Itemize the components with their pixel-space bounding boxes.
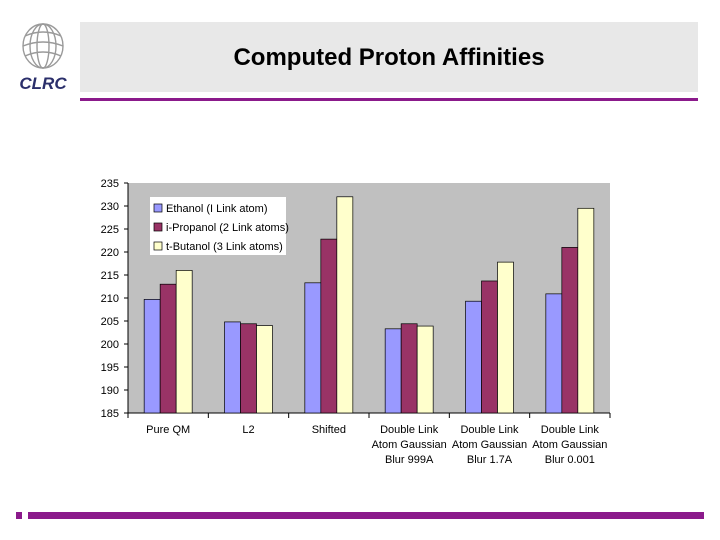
bar <box>416 325 434 414</box>
y-tick-label: 235 <box>101 178 119 190</box>
bar <box>497 261 514 414</box>
y-tick-label: 220 <box>101 247 119 259</box>
y-tick-label: 185 <box>101 408 119 420</box>
legend-label: i-Propanol (2 Link atoms) <box>166 222 289 234</box>
clrc-logo: CLRC <box>12 18 74 93</box>
x-category-label: Double Link Atom Gaussian Blur 999A <box>372 424 447 466</box>
bar <box>304 282 322 414</box>
bar <box>143 299 161 414</box>
x-category-label: Double Link Atom Gaussian Blur 0.001 <box>532 424 607 466</box>
legend-label: t-Butanol (3 Link atoms) <box>166 241 283 253</box>
y-tick-label: 225 <box>101 224 119 236</box>
bar <box>465 300 482 414</box>
bar <box>240 323 257 414</box>
bar <box>577 207 595 414</box>
bar <box>224 321 241 414</box>
y-tick-label: 190 <box>101 385 119 397</box>
x-category-label: Pure QM <box>146 424 190 436</box>
logo-text: CLRC <box>19 74 67 93</box>
x-category-label: L2 <box>242 424 254 436</box>
bar <box>256 325 273 414</box>
bar <box>384 328 402 414</box>
y-tick-label: 230 <box>101 201 119 213</box>
bar <box>481 280 498 414</box>
y-tick-label: 195 <box>101 362 119 374</box>
x-category-label: Double Link Atom Gaussian Blur 1.7A <box>452 424 527 466</box>
legend-swatch <box>153 203 163 213</box>
logo-globe-icon <box>22 23 64 69</box>
bar <box>175 270 193 414</box>
bar <box>159 283 177 414</box>
legend-box <box>150 197 286 255</box>
footer-rule <box>28 512 704 519</box>
x-category-label: Shifted <box>312 424 346 436</box>
y-tick-label: 200 <box>101 339 119 351</box>
legend-swatch <box>153 241 163 251</box>
title-divider <box>80 98 698 101</box>
y-tick-label: 205 <box>101 316 119 328</box>
footer-rule-cap <box>16 512 22 519</box>
bar <box>561 247 579 414</box>
bar <box>545 293 563 414</box>
bar <box>336 196 354 414</box>
slide-title: Computed Proton Affinities <box>233 44 545 71</box>
legend-label: Ethanol (I Link atom) <box>166 203 268 215</box>
title-band <box>80 22 698 92</box>
bar <box>320 238 338 414</box>
y-tick-label: 215 <box>101 270 119 282</box>
bar <box>400 323 418 414</box>
legend-swatch <box>153 222 163 232</box>
y-tick-label: 210 <box>101 293 119 305</box>
